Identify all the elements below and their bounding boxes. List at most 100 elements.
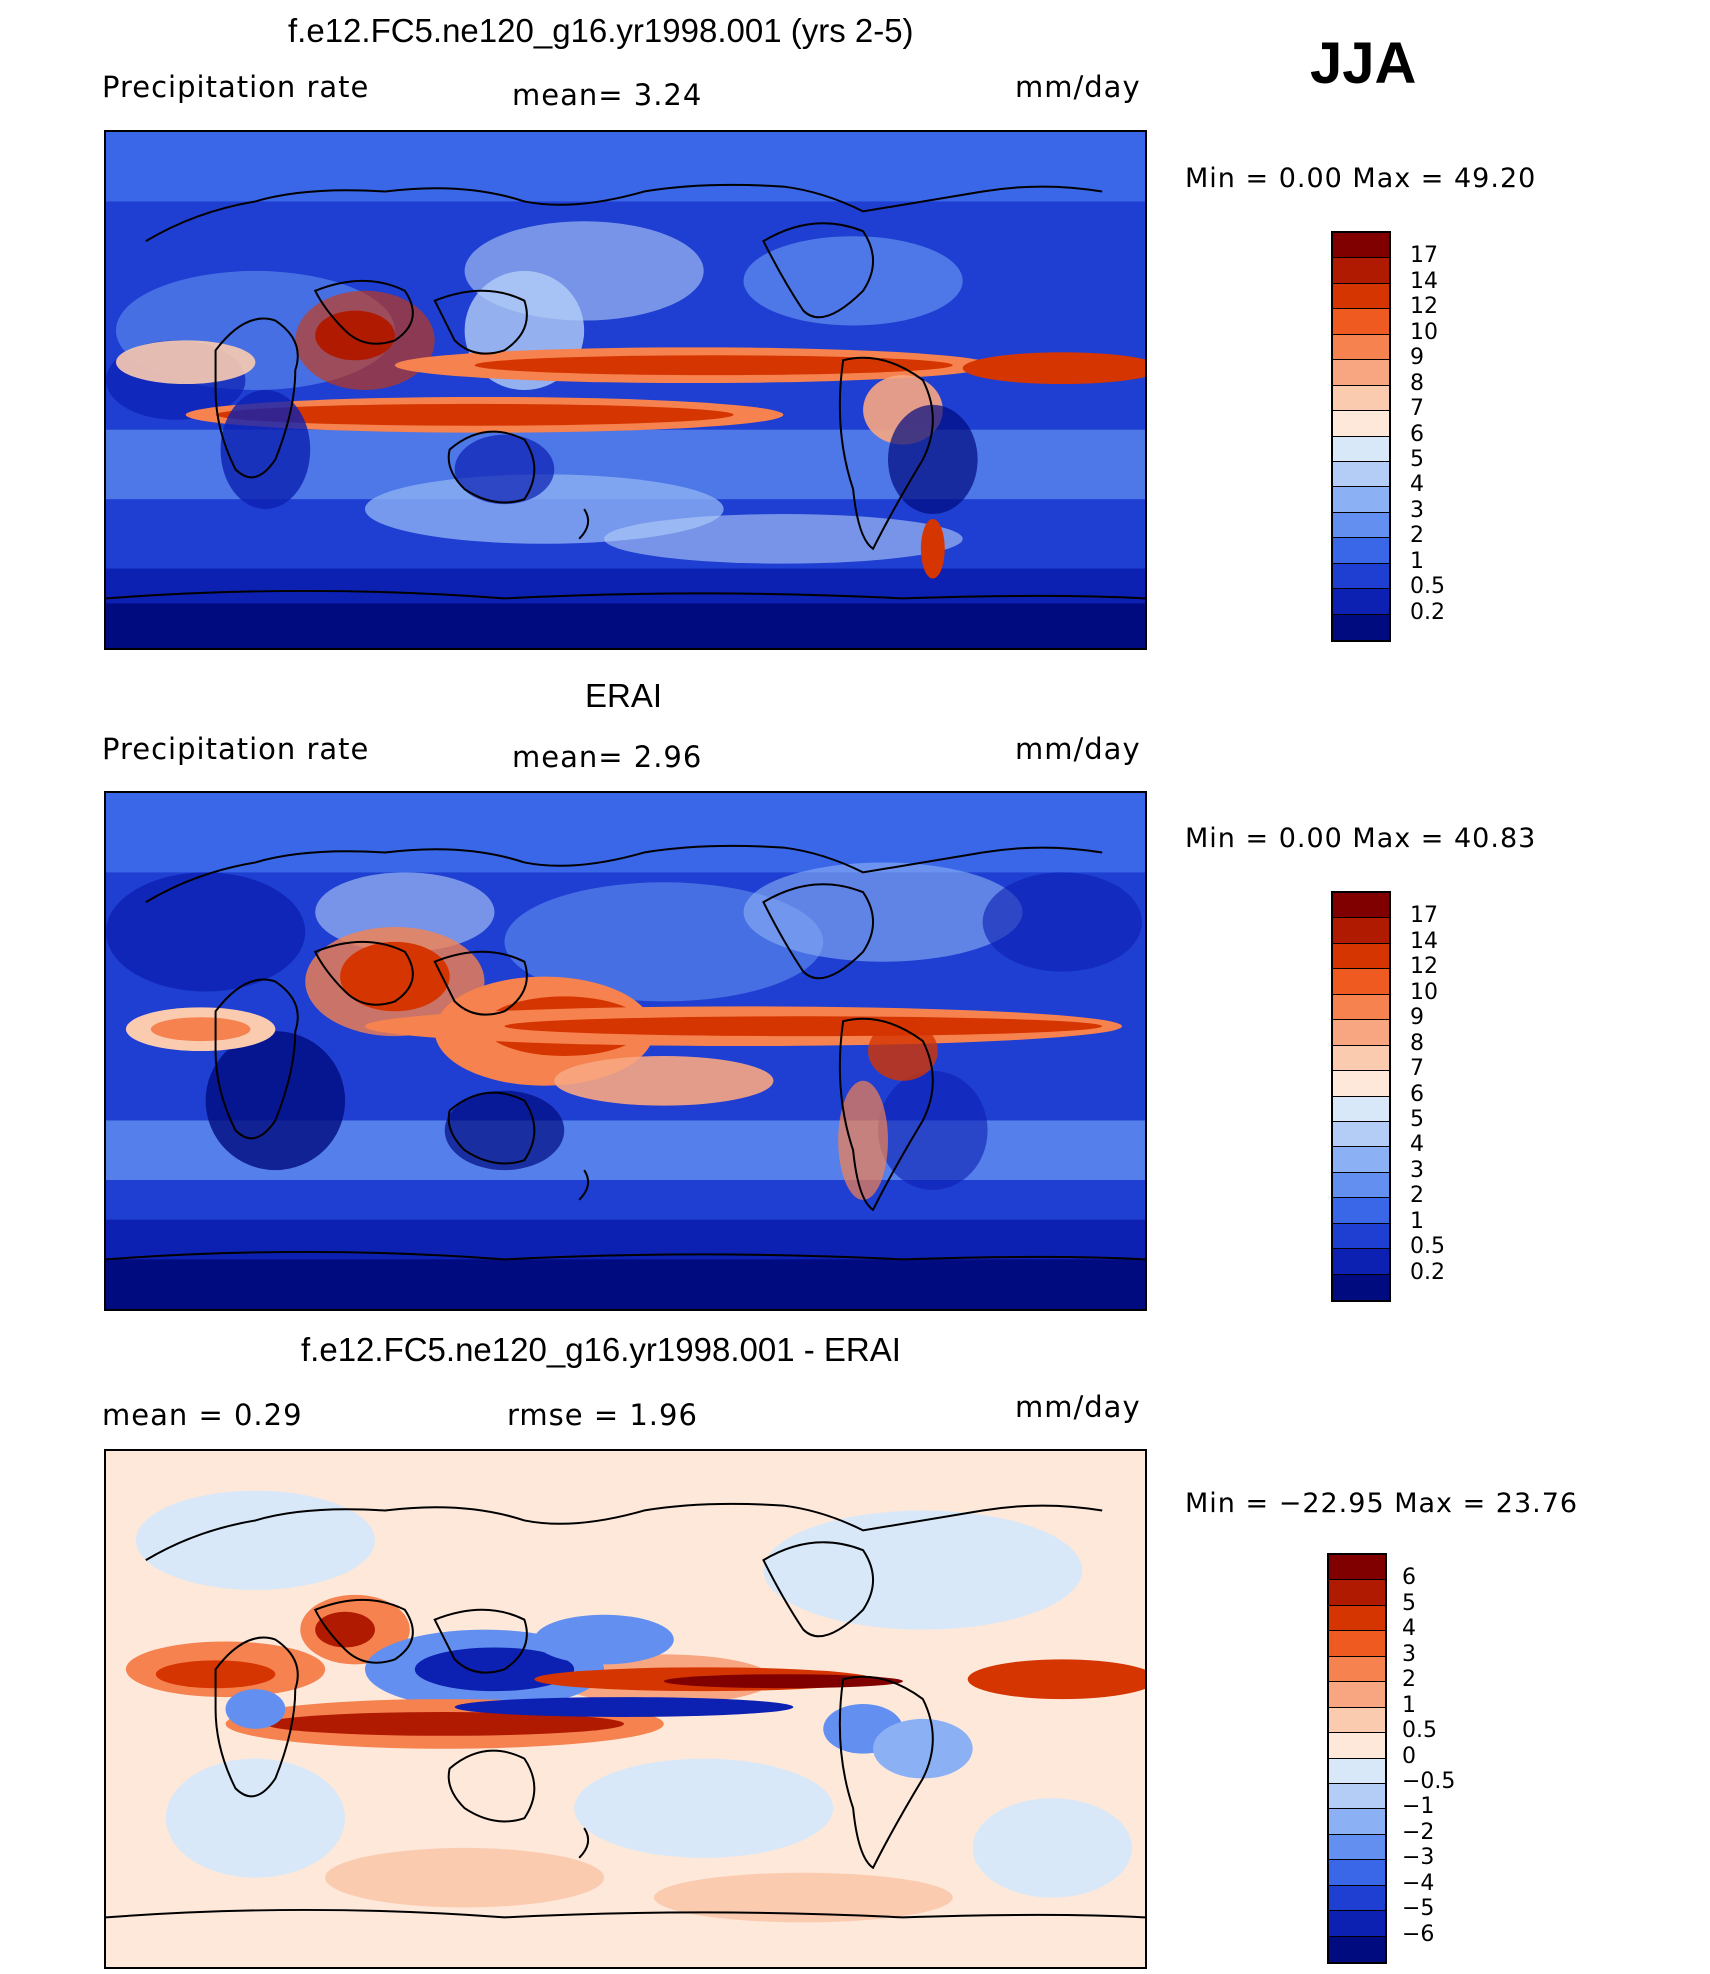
colorbar-tick-label: 12	[1410, 294, 1438, 320]
colorbar-tick-label: 3	[1410, 497, 1424, 523]
panel1-mean-label: mean= 3.24	[512, 78, 703, 112]
panel3-min-max: Min = −22.95 Max = 23.76	[1185, 1488, 1579, 1519]
panel1-min-max: Min = 0.00 Max = 49.20	[1185, 163, 1537, 194]
colorbar-tick-label: −3	[1402, 1845, 1435, 1871]
panel1-variable-label: Precipitation rate	[102, 70, 370, 104]
colorbar-tick-label: 14	[1410, 268, 1438, 294]
colorbar-segment	[1333, 538, 1389, 564]
panel3-units-label: mm/day	[1015, 1390, 1141, 1424]
colorbar-tick-label: 4	[1402, 1616, 1416, 1642]
colorbar-segment	[1329, 1936, 1385, 1962]
colorbar-segment	[1333, 1223, 1389, 1250]
season-label: JJA	[1310, 31, 1417, 96]
colorbar-tick-label: 3	[1410, 1157, 1424, 1183]
colorbar-tick-label: 0.2	[1410, 599, 1445, 625]
colorbar-tick-label: 17	[1410, 903, 1438, 929]
colorbar-segment	[1333, 1147, 1389, 1173]
panel2-variable-label: Precipitation rate	[102, 732, 370, 766]
colorbar-tick-label: 7	[1410, 396, 1424, 422]
panel2-min-max: Min = 0.00 Max = 40.83	[1185, 823, 1537, 854]
colorbar-segment	[1333, 385, 1389, 412]
colorbar-tick-label: −0.5	[1402, 1768, 1456, 1794]
colorbar-tick-label: 2	[1410, 1183, 1424, 1209]
panel2-colorbar	[1331, 891, 1391, 1302]
colorbar-segment	[1333, 1198, 1389, 1224]
colorbar-segment	[1333, 233, 1389, 259]
colorbar-tick-label: 8	[1410, 1030, 1424, 1056]
panel3-difference-map	[104, 1449, 1147, 1969]
colorbar-segment	[1333, 411, 1389, 437]
colorbar-tick-label: −1	[1402, 1794, 1435, 1820]
colorbar-segment	[1333, 614, 1389, 640]
colorbar-segment	[1333, 1071, 1389, 1097]
colorbar-tick-label: 2	[1410, 523, 1424, 549]
colorbar-tick-label: 14	[1410, 928, 1438, 954]
colorbar-segment	[1329, 1860, 1385, 1886]
colorbar-tick-label: 6	[1410, 1081, 1424, 1107]
colorbar-segment	[1333, 1172, 1389, 1199]
colorbar-tick-label: −2	[1402, 1819, 1435, 1845]
colorbar-segment	[1333, 461, 1389, 488]
colorbar-tick-label: 0.5	[1410, 1234, 1445, 1260]
colorbar-segment	[1329, 1631, 1385, 1657]
colorbar-segment	[1333, 436, 1389, 462]
colorbar-segment	[1329, 1733, 1385, 1759]
colorbar-tick-label: 1	[1410, 548, 1424, 574]
colorbar-segment	[1333, 589, 1389, 615]
colorbar-segment	[1333, 309, 1389, 335]
colorbar-segment	[1333, 334, 1389, 361]
colorbar-segment	[1333, 1249, 1389, 1275]
colorbar-tick-label: 12	[1410, 954, 1438, 980]
panel3-rmse-label: rmse = 1.96	[507, 1398, 698, 1432]
colorbar-segment	[1329, 1656, 1385, 1683]
colorbar-segment	[1329, 1885, 1385, 1912]
colorbar-segment	[1333, 1274, 1389, 1300]
panel3-colorbar	[1327, 1553, 1387, 1964]
colorbar-tick-label: 2	[1402, 1667, 1416, 1693]
colorbar-tick-label: −5	[1402, 1896, 1435, 1922]
colorbar-segment	[1333, 1045, 1389, 1072]
colorbar-segment	[1333, 1020, 1389, 1046]
colorbar-segment	[1333, 563, 1389, 590]
colorbar-tick-label: −4	[1402, 1870, 1435, 1896]
colorbar-tick-label: 6	[1402, 1565, 1416, 1591]
colorbar-tick-label: 9	[1410, 345, 1424, 371]
colorbar-segment	[1329, 1834, 1385, 1861]
colorbar-segment	[1329, 1605, 1385, 1632]
panel3-mean-label: mean = 0.29	[102, 1398, 303, 1432]
colorbar-segment	[1329, 1758, 1385, 1784]
panel1-title: f.e12.FC5.ne120_g16.yr1998.001 (yrs 2-5)	[288, 12, 914, 49]
colorbar-tick-label: 10	[1410, 979, 1438, 1005]
panel1-units-label: mm/day	[1015, 70, 1141, 104]
colorbar-segment	[1333, 969, 1389, 995]
colorbar-tick-label: 0.5	[1402, 1718, 1437, 1744]
colorbar-segment	[1333, 360, 1389, 386]
colorbar-segment	[1333, 994, 1389, 1021]
colorbar-segment	[1329, 1580, 1385, 1606]
colorbar-tick-label: 9	[1410, 1005, 1424, 1031]
colorbar-segment	[1333, 893, 1389, 919]
panel2-precipitation-map	[104, 791, 1147, 1311]
colorbar-segment	[1333, 283, 1389, 310]
panel2-mean-label: mean= 2.96	[512, 740, 703, 774]
colorbar-segment	[1329, 1707, 1385, 1734]
colorbar-tick-label: 0.2	[1410, 1259, 1445, 1285]
colorbar-segment	[1333, 512, 1389, 539]
colorbar-tick-label: 1	[1402, 1692, 1416, 1718]
colorbar-tick-label: 17	[1410, 243, 1438, 269]
colorbar-tick-label: 5	[1402, 1590, 1416, 1616]
colorbar-tick-label: 1	[1410, 1208, 1424, 1234]
colorbar-tick-label: 4	[1410, 472, 1424, 498]
colorbar-tick-label: −6	[1402, 1921, 1435, 1947]
panel3-title: f.e12.FC5.ne120_g16.yr1998.001 - ERAI	[301, 1331, 901, 1368]
colorbar-tick-label: 8	[1410, 370, 1424, 396]
colorbar-tick-label: 7	[1410, 1056, 1424, 1082]
colorbar-tick-label: 6	[1410, 421, 1424, 447]
colorbar-tick-label: 0	[1402, 1743, 1416, 1769]
colorbar-segment	[1329, 1555, 1385, 1581]
colorbar-segment	[1329, 1809, 1385, 1835]
colorbar-tick-label: 5	[1410, 1106, 1424, 1132]
colorbar-tick-label: 5	[1410, 446, 1424, 472]
panel1-precipitation-map	[104, 130, 1147, 650]
colorbar-tick-label: 10	[1410, 319, 1438, 345]
